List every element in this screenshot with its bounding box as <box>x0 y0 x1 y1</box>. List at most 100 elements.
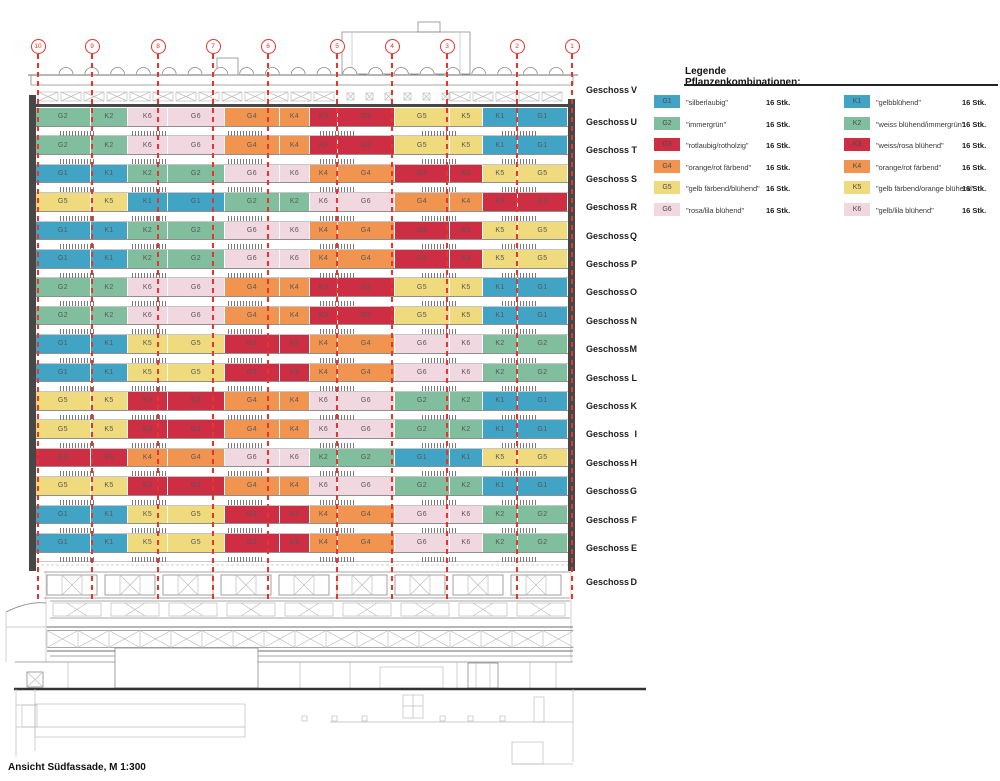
floor-label-H: Geschoss H <box>586 458 637 468</box>
legend-count: 16 Stk. <box>962 184 987 193</box>
floor-label-letter: U <box>630 117 638 127</box>
facade-cell-G4: G4 <box>338 164 394 183</box>
facade-cell-G1: G1 <box>518 420 567 438</box>
facade-cell-G4: G4 <box>338 534 394 552</box>
planting-hatch <box>422 130 456 136</box>
legend-description: "rotlaubig/rotholzig" <box>686 141 749 150</box>
facade-row-I: G5 K5 K3 G3 G4 K4 K6 G6 G2 K2 K1 G1 <box>36 420 568 449</box>
facade-cell-G4: G4 <box>338 221 394 240</box>
planting-hatch <box>228 528 262 534</box>
facade-cell-K1: K1 <box>91 335 127 353</box>
planting-hatch <box>60 158 94 164</box>
planting-hatch <box>60 187 94 193</box>
facade-cell-K4: K4 <box>280 108 309 126</box>
facade-cell-G2: G2 <box>395 420 449 438</box>
facade-cell-G1: G1 <box>36 505 90 524</box>
facade-cell-G2: G2 <box>395 477 449 495</box>
planting-hatch <box>132 471 166 477</box>
floor-label-prefix: Geschoss <box>586 429 630 440</box>
floor-label-prefix: Geschoss <box>586 145 630 156</box>
balcony-strip <box>36 125 568 137</box>
legend-count: 16 Stk. <box>962 141 987 150</box>
floor-label-letter: P <box>630 259 637 269</box>
legend-swatch-G1: G1 <box>654 95 680 108</box>
planting-hatch <box>60 300 94 306</box>
legend-count: 16 Stk. <box>962 98 987 107</box>
planting-hatch <box>132 528 166 534</box>
facade-cell-G3: G3 <box>168 420 224 438</box>
facade-cell-K1: K1 <box>128 193 167 211</box>
facade-cell-G4: G4 <box>395 193 449 211</box>
floor-label-O: Geschoss O <box>586 287 637 297</box>
facade-cell-K6: K6 <box>450 534 482 552</box>
floor-label-Q: Geschoss Q <box>586 231 637 241</box>
balcony-strip <box>36 182 568 194</box>
axis-gridline <box>446 54 448 600</box>
planting-hatch <box>422 471 456 477</box>
facade-cell-G6: G6 <box>338 420 394 438</box>
facade-cell-K4: K4 <box>280 420 309 438</box>
facade-row-T: G2 K2 K6 G6 G4 K4 K3 G3 G5 K5 K1 G1 <box>36 136 568 165</box>
facade-cell-K4: K4 <box>280 477 309 495</box>
floor-label-letter: D <box>630 577 638 587</box>
floor-label-K: Geschoss K <box>586 401 637 411</box>
balcony-strip <box>36 466 568 478</box>
facade-cell-K5: K5 <box>450 136 482 154</box>
legend-description: "gelb färbend/orange blühend" <box>876 184 975 193</box>
facade-cell-G6: G6 <box>225 250 279 268</box>
legend-description: "immergrün" <box>686 119 727 129</box>
planting-hatch <box>502 471 536 477</box>
floor-label-prefix: Geschoss <box>586 457 630 468</box>
axis-bubble: 10 <box>30 39 46 54</box>
axis-bubble: 7 <box>205 39 221 54</box>
axis-bubble: 1 <box>564 39 580 54</box>
facade-cell-G6: G6 <box>395 335 449 353</box>
facade-cell-G5: G5 <box>518 448 567 467</box>
planting-hatch <box>132 187 166 193</box>
planting-hatch <box>132 158 166 164</box>
axis-bubble: 5 <box>329 39 345 54</box>
facade-cell-K4: K4 <box>280 392 309 410</box>
legend-description: "gelb/lila blühend" <box>876 205 934 215</box>
facade-cell-G6: G6 <box>168 136 224 154</box>
planting-hatch <box>132 272 166 278</box>
facade-cell-K4: K4 <box>128 448 167 467</box>
legend-count: 16 Stk. <box>766 205 791 215</box>
facade-cell-K1: K1 <box>91 534 127 552</box>
facade-cell-G5: G5 <box>168 534 224 552</box>
facade-cell-K5: K5 <box>128 335 167 353</box>
facade-cell-K2: K2 <box>483 505 517 524</box>
planting-hatch <box>228 357 262 363</box>
axis-bubble: 6 <box>260 39 276 54</box>
planting-hatch <box>228 442 262 448</box>
balcony-strip <box>36 324 568 336</box>
facade-cell-G3: G3 <box>225 335 279 353</box>
facade-cell-G1: G1 <box>36 221 90 240</box>
planting-hatch <box>132 130 166 136</box>
facade-cell-K2: K2 <box>128 250 167 268</box>
facade-cell-G2: G2 <box>168 164 224 183</box>
planting-hatch <box>60 414 94 420</box>
balcony-strip <box>36 352 568 364</box>
planting-hatch <box>502 386 536 392</box>
facade-cell-G2: G2 <box>36 306 90 325</box>
facade-cell-K3: K3 <box>310 108 337 126</box>
facade-cell-K5: K5 <box>483 221 517 240</box>
legend-swatch-K6: K6 <box>844 202 870 216</box>
facade-cell-G1: G1 <box>36 363 90 382</box>
drawing-caption: Ansicht Südfassade, M 1:300 <box>8 762 146 773</box>
planting-hatch <box>502 244 536 250</box>
facade-cell-K2: K2 <box>310 448 337 467</box>
planting-hatch <box>132 244 166 250</box>
floor-label-L: Geschoss L <box>586 373 637 383</box>
planting-hatch <box>60 244 94 250</box>
facade-cell-G2: G2 <box>395 392 449 410</box>
floor-label-letter: G <box>629 486 637 497</box>
facade-cell-K2: K2 <box>128 221 167 240</box>
facade-cell-K5: K5 <box>450 108 482 126</box>
floor-label-U: Geschoss U <box>586 117 637 127</box>
legend-title: Legende Pflanzenkombinationen: <box>685 66 801 88</box>
facade-cell-K4: K4 <box>280 306 309 325</box>
planting-hatch <box>132 357 166 363</box>
